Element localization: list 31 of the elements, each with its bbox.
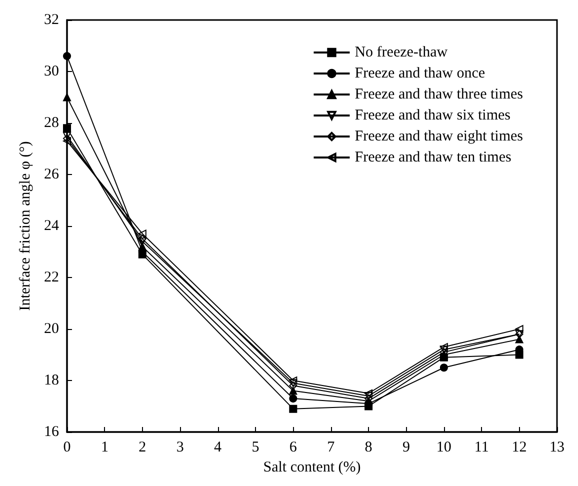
x-tick-label: 12 xyxy=(512,440,527,456)
y-tick-label: 22 xyxy=(44,270,59,286)
x-tick-label: 7 xyxy=(327,440,336,456)
x-tick-label: 13 xyxy=(550,440,564,456)
y-tick-label: 16 xyxy=(44,424,60,440)
legend-label: Freeze and thaw eight times xyxy=(354,128,524,144)
y-tick-label: 26 xyxy=(44,166,60,182)
legend-label: Freeze and thaw once xyxy=(354,66,486,82)
x-tick-label: 4 xyxy=(214,440,222,456)
y-tick-label: 32 xyxy=(44,12,59,28)
x-axis-title: Salt content (%) xyxy=(263,459,361,476)
y-tick-label: 30 xyxy=(44,64,59,80)
x-tick-label: 10 xyxy=(436,440,452,456)
y-tick-label: 24 xyxy=(44,218,60,234)
legend-label: No freeze-thaw xyxy=(354,44,448,60)
legend-label: Freeze and thaw ten times xyxy=(354,150,512,166)
legend-label: Freeze and thaw six times xyxy=(354,108,511,124)
x-tick-label: 2 xyxy=(138,440,146,456)
x-tick-label: 5 xyxy=(252,440,260,456)
y-tick-label: 28 xyxy=(44,115,59,131)
x-tick-label: 11 xyxy=(474,440,489,456)
x-tick-label: 3 xyxy=(176,440,184,456)
x-tick-label: 8 xyxy=(364,440,372,456)
x-tick-label: 0 xyxy=(63,440,71,456)
x-tick-label: 9 xyxy=(402,440,410,456)
y-tick-label: 20 xyxy=(44,321,59,337)
x-tick-label: 1 xyxy=(100,440,108,456)
legend-label: Freeze and thaw three times xyxy=(354,86,524,102)
y-axis-title: Interface friction angle φ (°) xyxy=(18,141,34,311)
y-tick-label: 18 xyxy=(44,372,59,388)
x-tick-label: 6 xyxy=(289,440,298,456)
